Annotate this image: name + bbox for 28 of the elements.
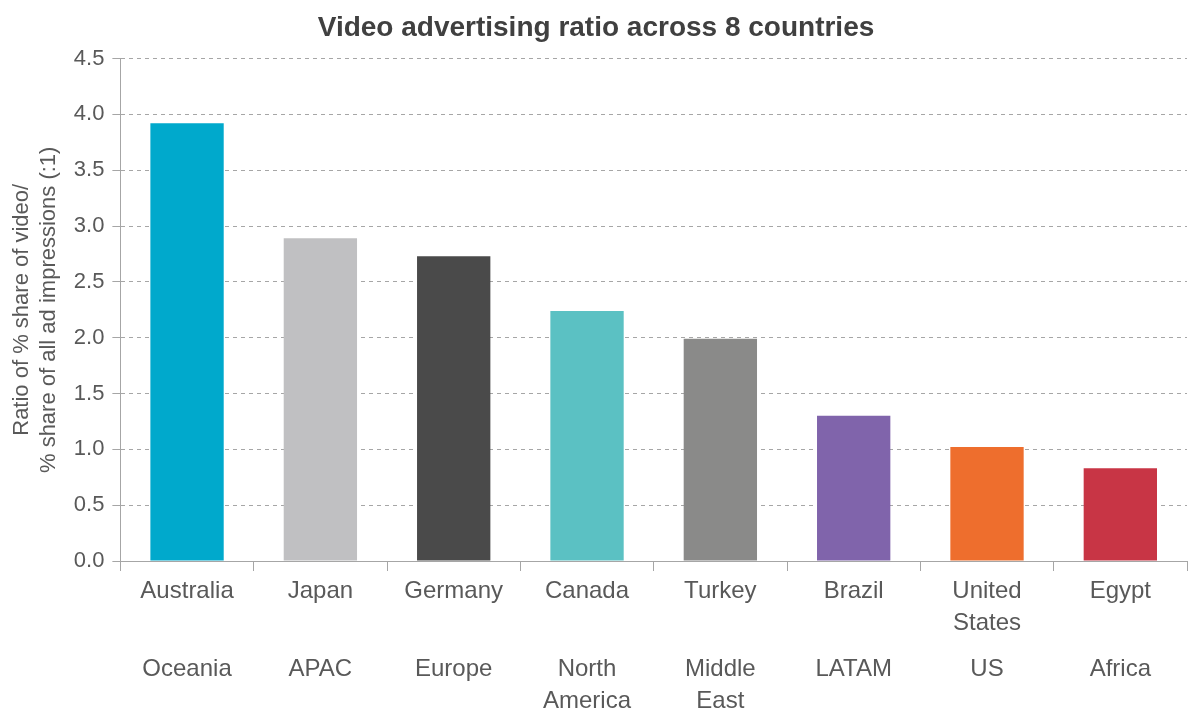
bar [417,256,491,561]
bar [283,238,358,561]
x-tick-label: United States US [952,575,1022,681]
y-tick-label: 2.5 [73,267,105,293]
y-tick-label: 4.5 [73,44,105,70]
y-tick-label: 2.0 [73,323,105,349]
bar [550,310,624,561]
y-tick-label: 4.0 [73,100,105,126]
category-label: Canada North America [543,575,632,713]
category-label: Turkey Middle East [684,575,757,713]
bar [1083,468,1157,561]
y-tick-label: 0.5 [73,491,105,517]
category-label: Germany Europe [404,575,504,681]
y-axis-title: Ratio of % share of video/ % share of all ad impressions (:1) [8,146,60,474]
y-tick-label: 3.5 [73,156,105,182]
category-label: Brazil LATAM [815,575,892,681]
bar [683,338,758,561]
category-label: Australia Oceania [140,575,234,681]
bar [950,447,1024,561]
y-tick-label: 1.0 [73,435,105,461]
y-tick-label: 3.0 [73,212,105,238]
chart-title: Video advertising ratio across 8 countries [317,10,875,42]
category-label: Egypt Africa [1089,575,1152,681]
y-tick-label: 0.0 [73,547,105,573]
y-tick-label: 1.5 [73,379,105,405]
bar [817,415,891,561]
category-label: Japan APAC [287,575,354,681]
bar [150,123,224,561]
